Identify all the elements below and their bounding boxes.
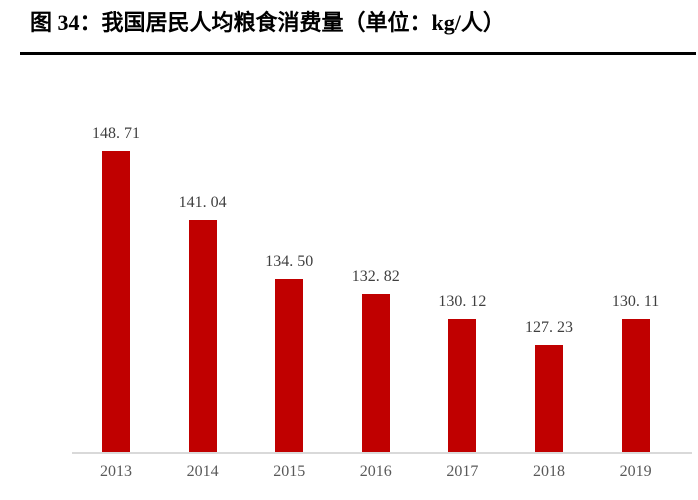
bar-2014 [188, 220, 217, 452]
x-tick-label-2014: 2014 [186, 463, 219, 480]
value-label-2016: 132. 82 [351, 268, 400, 285]
x-axis-line [72, 452, 692, 454]
figure-title: 图 34：我国居民人均粮食消费量（单位：kg/人） [30, 10, 505, 35]
bar-2018 [535, 345, 563, 452]
x-tick-label-2018: 2018 [533, 463, 565, 480]
bar-2016 [361, 294, 390, 452]
value-label-2014: 141. 04 [178, 194, 227, 211]
value-label-2019: 130. 11 [611, 293, 660, 310]
value-label-2018: 127. 23 [525, 319, 573, 336]
bar-2015 [275, 279, 304, 452]
x-tick-label-2015: 2015 [273, 463, 306, 480]
value-label-2013: 148. 71 [92, 125, 140, 142]
bar-2019 [621, 319, 650, 452]
x-tick-label-2013: 2013 [100, 463, 132, 480]
value-label-2015: 134. 50 [265, 253, 314, 270]
x-tick-label-2016: 2016 [359, 463, 392, 480]
value-label-2017: 130. 12 [438, 293, 487, 310]
x-tick-label-2019: 2019 [619, 463, 652, 480]
bar-2013 [102, 151, 130, 452]
bar-2017 [448, 319, 477, 452]
x-tick-label-2017: 2017 [446, 463, 479, 480]
title-divider [20, 52, 696, 55]
